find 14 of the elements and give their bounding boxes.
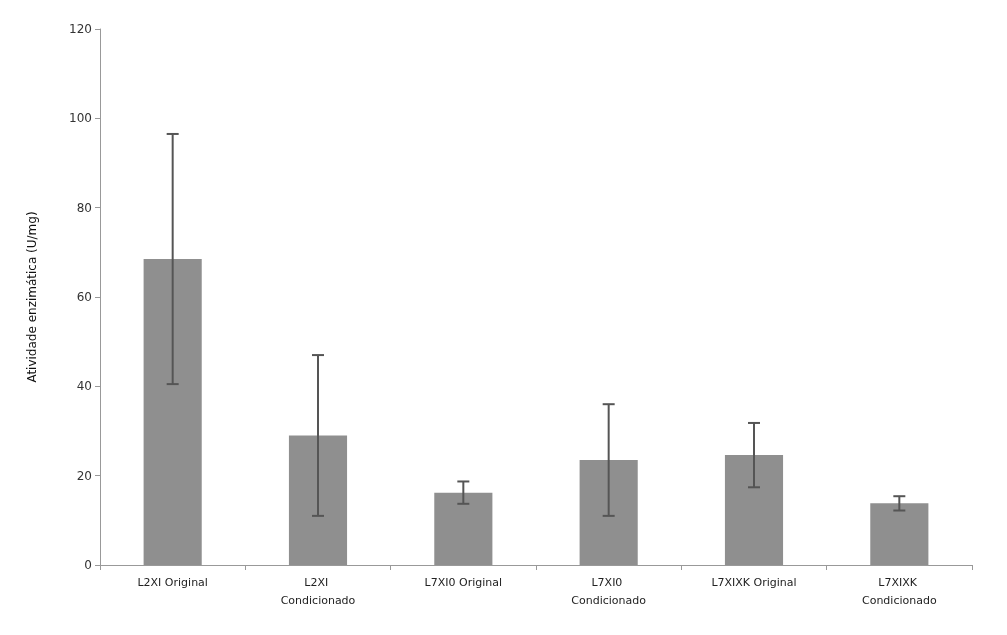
y-tick-label: 0: [84, 558, 92, 572]
x-tick-label: L7XIXK Original: [711, 575, 797, 589]
x-tick-label: L2XI Condicionado: [280, 575, 356, 607]
x-tick-label: L7XI0 Condicionado: [571, 575, 647, 607]
y-tick-label: 60: [76, 290, 92, 304]
y-tick-label: 100: [69, 111, 92, 126]
x-tick-label: L7XIXK Condicionado: [861, 575, 937, 607]
y-tick-label: 20: [76, 468, 92, 483]
y-tick-label: 80: [76, 200, 92, 215]
y-tick-label: 120: [69, 22, 92, 36]
y-axis-title: Atividade enzimática (U/mg): [25, 211, 39, 383]
x-tick-label: L7XI0 Original: [424, 575, 503, 589]
y-tick-label: 40: [76, 379, 92, 394]
x-tick-label: L2XI Original: [137, 575, 208, 589]
